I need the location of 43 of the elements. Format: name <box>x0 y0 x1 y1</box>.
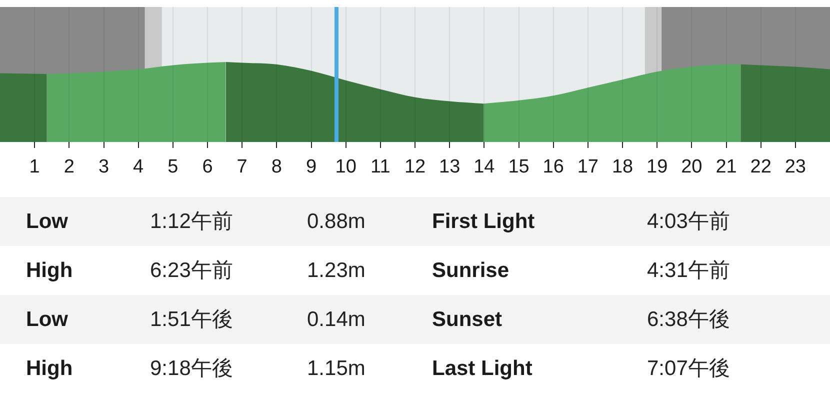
x-tick-label: 18 <box>612 156 634 178</box>
text: 7:07午後 <box>647 356 730 382</box>
x-tick-label: 22 <box>750 156 772 178</box>
x-tick-label: 17 <box>577 156 598 178</box>
x-tick-label: 4 <box>133 156 144 178</box>
x-tick-label: 13 <box>439 156 460 178</box>
text: High <box>26 356 73 382</box>
text: 9:18午後 <box>150 356 233 382</box>
text: Low <box>26 307 68 333</box>
x-tick-label: 8 <box>271 156 282 178</box>
x-tick-label: 9 <box>306 156 317 178</box>
text: Low <box>26 209 68 235</box>
text: 4:03午前 <box>647 209 730 235</box>
text: Sunrise <box>432 258 510 284</box>
text: Last Light <box>432 356 532 382</box>
text: 1.15m <box>307 356 366 382</box>
x-tick-label: 21 <box>716 156 737 178</box>
x-tick-label: 6 <box>202 156 213 178</box>
text: Sunset <box>432 307 502 333</box>
text: First Light <box>432 209 535 235</box>
x-tick-label: 15 <box>508 156 530 178</box>
x-tick-label: 10 <box>335 156 356 178</box>
text: 6:38午後 <box>647 307 730 333</box>
text: 0.14m <box>307 307 366 333</box>
x-tick-label: 12 <box>404 156 426 178</box>
x-tick-label: 19 <box>646 156 668 178</box>
text: 4:31午前 <box>647 258 730 284</box>
x-tick-label: 16 <box>542 156 564 178</box>
x-tick-label: 20 <box>681 156 702 178</box>
text: High <box>26 258 73 284</box>
text: 1:12午前 <box>150 209 233 235</box>
x-tick-label: 23 <box>784 156 806 178</box>
x-tick-label: 1 <box>29 156 40 178</box>
x-tick-label: 3 <box>98 156 110 178</box>
text: 0.88m <box>307 209 366 235</box>
x-tick-label: 11 <box>370 156 390 178</box>
text: 6:23午前 <box>150 258 233 284</box>
x-tick-label: 2 <box>64 156 74 178</box>
x-tick-label: 7 <box>236 156 248 178</box>
x-tick-label: 14 <box>474 156 496 178</box>
text: 1.23m <box>307 258 366 284</box>
text: 1:51午後 <box>150 307 233 333</box>
x-tick-label: 5 <box>168 156 178 178</box>
